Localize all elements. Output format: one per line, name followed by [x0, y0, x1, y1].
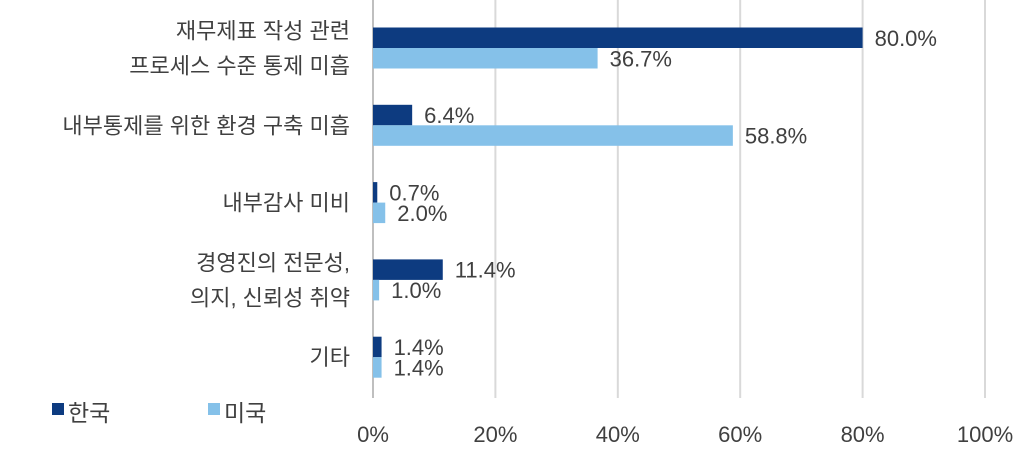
- data-label: 6.4%: [424, 103, 474, 128]
- legend-label: 미국: [224, 400, 266, 426]
- x-tick-label: 0%: [357, 422, 389, 447]
- bar-미국: [373, 202, 386, 224]
- bar-한국: [373, 182, 378, 203]
- data-label: 1.0%: [391, 278, 441, 303]
- category-label: 경영진의 전문성,: [196, 250, 350, 275]
- category-label: 프로세스 수준 통제 미흡: [129, 54, 350, 79]
- legend-swatch: [208, 403, 220, 415]
- bar-한국: [373, 259, 443, 280]
- data-label: 58.8%: [745, 124, 807, 149]
- data-label: 11.4%: [455, 258, 516, 283]
- category-label: 기타: [310, 345, 350, 370]
- bar-한국: [373, 27, 863, 48]
- bar-한국: [373, 336, 382, 358]
- legend-label: 한국: [68, 400, 110, 426]
- x-tick-label: 100%: [957, 422, 1013, 447]
- legend-swatch: [52, 403, 64, 415]
- data-label: 0.7%: [389, 180, 439, 205]
- bar-한국: [373, 104, 413, 126]
- category-label: 내부감사 미비: [222, 191, 350, 216]
- data-label: 1.4%: [394, 335, 444, 360]
- bar-미국: [373, 125, 733, 146]
- bar-미국: [373, 279, 380, 301]
- category-label: 내부통제를 위한 환경 구축 미흡: [62, 113, 350, 138]
- category-label: 재무제표 작성 관련: [176, 19, 350, 44]
- data-label: 1.4%: [394, 355, 444, 380]
- data-label: 36.7%: [610, 46, 672, 71]
- bar-미국: [373, 48, 598, 69]
- category-label: 의지, 신뢰성 취약: [190, 285, 350, 310]
- x-tick-label: 80%: [841, 422, 885, 447]
- x-tick-label: 40%: [596, 422, 640, 447]
- x-tick-label: 60%: [718, 422, 762, 447]
- x-tick-label: 20%: [473, 422, 517, 447]
- data-label: 80.0%: [875, 26, 937, 51]
- bar-미국: [373, 357, 382, 378]
- data-label: 2.0%: [397, 201, 447, 226]
